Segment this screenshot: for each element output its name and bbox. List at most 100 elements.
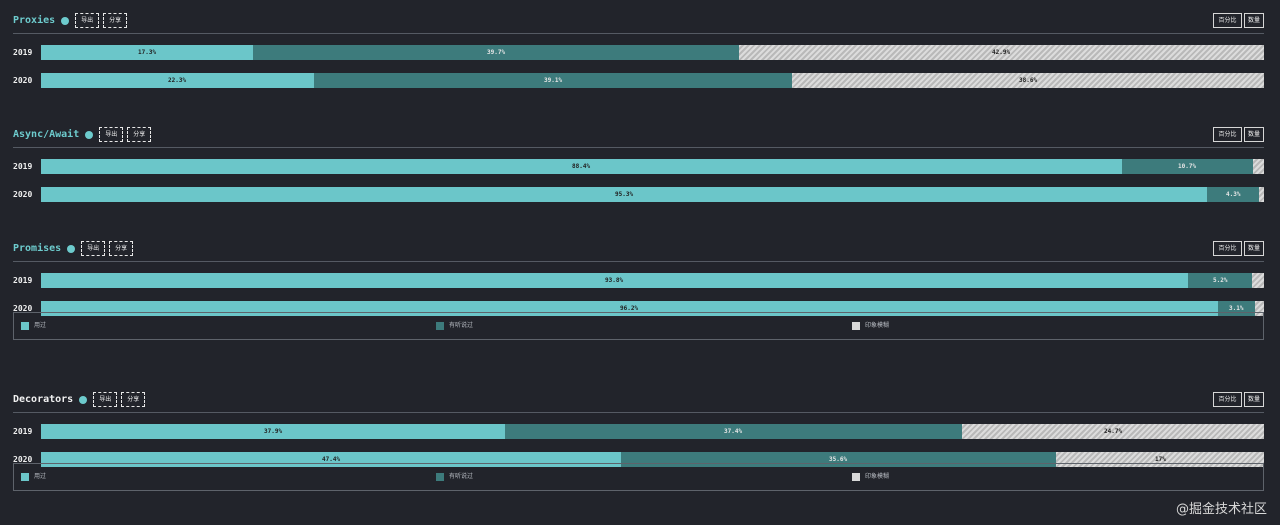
stacked-bar: 95.3% 4.3% bbox=[41, 187, 1264, 202]
data-label: 42.9% bbox=[992, 49, 1011, 56]
bar-segment-vague bbox=[1252, 273, 1264, 288]
chart-title: Async/Await bbox=[13, 129, 80, 140]
legend-label: 印象模糊 bbox=[865, 322, 890, 329]
stacked-bar: 93.8% 5.2% bbox=[41, 273, 1264, 288]
percent-toggle-button[interactable]: 百分比 bbox=[1213, 392, 1242, 407]
bar-segment-heard-of bbox=[253, 45, 739, 60]
legend-swatch bbox=[852, 473, 860, 481]
stacked-bar: 37.9% 37.4% 24.7% bbox=[41, 424, 1264, 439]
data-label: 95.3% bbox=[615, 191, 634, 198]
chart-legend: 用过 有听说过 印象模糊 bbox=[13, 312, 1264, 340]
bar-segment-used bbox=[41, 73, 314, 88]
bar-segment-heard-of bbox=[1122, 159, 1253, 174]
percent-toggle-button[interactable]: 百分比 bbox=[1213, 127, 1242, 142]
export-button[interactable]: 导出 bbox=[99, 127, 124, 142]
legend-swatch bbox=[436, 322, 444, 330]
count-toggle-button[interactable]: 数量 bbox=[1244, 241, 1264, 256]
bar-row-2020: 2020 22.3% 39.1% 38.6% bbox=[13, 73, 1264, 89]
bar-row-2019: 2019 88.4% 10.7% bbox=[13, 159, 1264, 175]
data-label: 10.7% bbox=[1178, 163, 1197, 170]
year-label: 2020 bbox=[13, 455, 33, 464]
status-dot-icon bbox=[85, 131, 94, 139]
status-dot-icon bbox=[67, 245, 76, 253]
data-label: 22.3% bbox=[168, 77, 187, 84]
percent-toggle-button[interactable]: 百分比 bbox=[1213, 241, 1242, 256]
header-divider bbox=[13, 412, 1264, 413]
bar-segment-vague bbox=[962, 424, 1264, 439]
export-button[interactable]: 导出 bbox=[93, 392, 118, 407]
year-label: 2019 bbox=[13, 276, 33, 285]
legend-swatch bbox=[21, 322, 29, 330]
export-button[interactable]: 导出 bbox=[75, 13, 100, 28]
bar-row-2019: 2019 93.8% 5.2% bbox=[13, 273, 1264, 289]
bar-segment-vague bbox=[739, 45, 1264, 60]
share-button[interactable]: 分享 bbox=[103, 13, 128, 28]
bar-segment-heard-of bbox=[1207, 187, 1259, 202]
data-label: 39.1% bbox=[544, 77, 563, 84]
bar-segment-vague bbox=[1255, 301, 1264, 316]
legend-swatch bbox=[852, 322, 860, 330]
data-label: 37.9% bbox=[264, 428, 283, 435]
data-label: 88.4% bbox=[572, 163, 591, 170]
bar-segment-used bbox=[41, 187, 1207, 202]
chart-title: Decorators bbox=[13, 394, 74, 405]
share-button[interactable]: 分享 bbox=[121, 392, 146, 407]
count-toggle-button[interactable]: 数量 bbox=[1244, 392, 1264, 407]
legend-label: 有听说过 bbox=[449, 322, 474, 329]
bar-row-2019: 2019 37.9% 37.4% 24.7% bbox=[13, 424, 1264, 440]
data-label: 35.6% bbox=[829, 456, 848, 463]
percent-toggle-button[interactable]: 百分比 bbox=[1213, 13, 1242, 28]
chart-title: Proxies bbox=[13, 15, 56, 26]
status-dot-icon bbox=[61, 17, 70, 25]
chart-legend: 用过 有听说过 印象模糊 bbox=[13, 463, 1264, 491]
bar-row-2020: 2020 95.3% 4.3% bbox=[13, 187, 1264, 203]
year-label: 2020 bbox=[13, 76, 33, 85]
bar-segment-used bbox=[41, 45, 253, 60]
legend-swatch bbox=[436, 473, 444, 481]
bar-segment-vague bbox=[1253, 159, 1264, 174]
stacked-bar: 17.3% 39.7% 42.9% bbox=[41, 45, 1264, 60]
year-label: 2019 bbox=[13, 48, 33, 57]
share-button[interactable]: 分享 bbox=[109, 241, 134, 256]
data-label: 4.3% bbox=[1226, 191, 1241, 198]
chart-header: Proxies 导出 分享 百分比 数量 bbox=[13, 13, 1264, 34]
legend-swatch bbox=[21, 473, 29, 481]
chart-header: Decorators 导出 分享 百分比 数量 bbox=[13, 392, 1264, 413]
bar-row-2019: 2019 17.3% 39.7% 42.9% bbox=[13, 45, 1264, 61]
chart-title: Promises bbox=[13, 243, 62, 254]
data-label: 17% bbox=[1155, 456, 1166, 463]
stacked-bar: 88.4% 10.7% bbox=[41, 159, 1264, 174]
data-label: 37.4% bbox=[724, 428, 743, 435]
year-label: 2019 bbox=[13, 162, 33, 171]
bar-segment-vague bbox=[792, 73, 1264, 88]
data-label: 39.7% bbox=[487, 49, 506, 56]
data-label: 38.6% bbox=[1019, 77, 1038, 84]
bar-segment-heard-of bbox=[314, 73, 792, 88]
bar-segment-heard-of bbox=[1188, 273, 1252, 288]
bar-segment-used bbox=[41, 159, 1122, 174]
count-toggle-button[interactable]: 数量 bbox=[1244, 13, 1264, 28]
legend-label: 印象模糊 bbox=[865, 473, 890, 480]
watermark: @掘金技术社区 bbox=[1176, 502, 1268, 517]
bar-segment-used bbox=[41, 424, 505, 439]
stacked-bar: 22.3% 39.1% 38.6% bbox=[41, 73, 1264, 88]
data-label: 47.4% bbox=[322, 456, 341, 463]
data-label: 3.1% bbox=[1229, 305, 1244, 312]
data-label: 24.7% bbox=[1104, 428, 1123, 435]
data-label: 93.8% bbox=[605, 277, 624, 284]
export-button[interactable]: 导出 bbox=[81, 241, 106, 256]
data-label: 5.2% bbox=[1213, 277, 1228, 284]
status-dot-icon bbox=[79, 396, 88, 404]
year-label: 2020 bbox=[13, 190, 33, 199]
chart-header: Promises 导出 分享 百分比 数量 bbox=[13, 241, 1264, 262]
bar-segment-used bbox=[41, 273, 1188, 288]
data-label: 96.2% bbox=[620, 305, 639, 312]
year-label: 2019 bbox=[13, 427, 33, 436]
header-divider bbox=[13, 261, 1264, 262]
count-toggle-button[interactable]: 数量 bbox=[1244, 127, 1264, 142]
data-label: 17.3% bbox=[138, 49, 157, 56]
legend-label: 用过 bbox=[34, 473, 47, 480]
share-button[interactable]: 分享 bbox=[127, 127, 152, 142]
legend-label: 用过 bbox=[34, 322, 47, 329]
bar-segment-vague bbox=[1259, 187, 1264, 202]
